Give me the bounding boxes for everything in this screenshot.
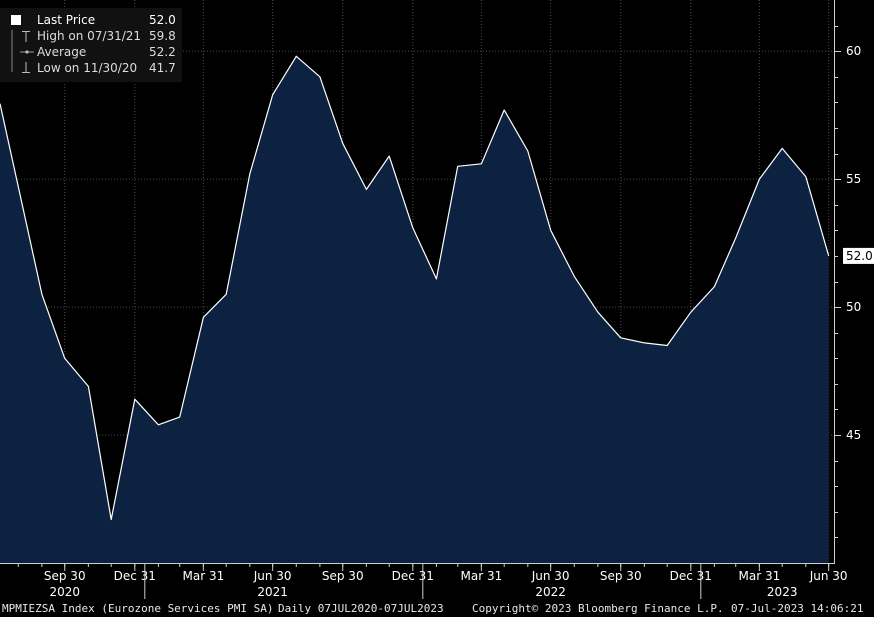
x-year-label: 2023: [767, 585, 798, 599]
y-tick-label: 50: [846, 300, 861, 314]
legend-label: Last Price: [37, 13, 96, 27]
legend-label: Average: [37, 45, 87, 59]
series-line-last-price: [0, 55, 830, 521]
x-tick-label: Dec 31: [670, 569, 712, 583]
y-tick-label: 45: [846, 428, 861, 442]
low-marker-icon: [22, 62, 30, 73]
x-tick-label: Sep 30: [600, 569, 642, 583]
y-tick-label: 55: [846, 172, 861, 186]
x-tick-label: Dec 31: [392, 569, 434, 583]
footer-timestamp: 07-Jul-2023 14:06:21: [731, 602, 864, 615]
legend-item-low: Low on 11/30/20 41.7: [0, 60, 182, 76]
area-layer: [0, 55, 830, 564]
x-tick-label: Jun 30: [809, 569, 848, 583]
legend-value: 52.0: [149, 13, 176, 27]
x-tick-label: Mar 31: [738, 569, 780, 583]
x-tick-label: Mar 31: [182, 569, 224, 583]
legend-item-last-price: Last Price 52.0: [0, 12, 182, 28]
high-marker-icon: [22, 31, 30, 42]
legend-value: 52.2: [149, 45, 176, 59]
last-value-label: 52.0: [846, 249, 873, 263]
legend-tree-connector: [11, 30, 13, 72]
footer: MPMIEZSA Index (Eurozone Services PMI SA…: [0, 600, 874, 617]
area-fill: [0, 56, 829, 564]
footer-ticker: MPMIEZSA Index (Eurozone Services PMI SA…: [2, 602, 274, 615]
legend-item-average: Average 52.2: [0, 44, 182, 60]
legend: Last Price 52.0 High on 07/31/21 59.8 Av…: [0, 8, 182, 82]
x-tick-label: Dec 31: [114, 569, 156, 583]
last-value-tag: [843, 247, 874, 264]
average-marker-icon: [20, 50, 34, 54]
x-year-label: 2020: [49, 585, 80, 599]
legend-value: 59.8: [149, 29, 176, 43]
legend-item-high: High on 07/31/21 59.8: [0, 28, 182, 44]
x-year-label: 2021: [257, 585, 288, 599]
filled-square-icon: [11, 15, 21, 25]
x-tick-label: Sep 30: [44, 569, 86, 583]
x-year-label: 2022: [535, 585, 566, 599]
legend-label: Low on 11/30/20: [37, 61, 138, 75]
legend-value: 41.7: [149, 61, 176, 75]
legend-label: High on 07/31/21: [37, 29, 142, 43]
axis-layer: 45 50 55 60 52.0 Sep 30 Dec 31 Mar 31 Jun 30 Sep …: [0, 0, 874, 599]
x-tick-label: Jun 30: [531, 569, 570, 583]
x-tick-label: Sep 30: [322, 569, 364, 583]
footer-range: Daily 07JUL2020-07JUL2023: [278, 602, 444, 615]
footer-copyright: Copyright© 2023 Bloomberg Finance L.P.: [472, 602, 724, 615]
x-tick-label: Jun 30: [253, 569, 292, 583]
y-tick-label: 60: [846, 44, 861, 58]
x-tick-label: Mar 31: [460, 569, 502, 583]
